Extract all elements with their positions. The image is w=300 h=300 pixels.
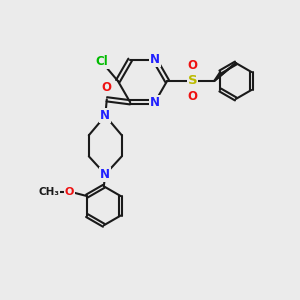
Text: O: O (188, 90, 198, 103)
Text: O: O (188, 59, 198, 72)
Text: S: S (188, 74, 197, 88)
Text: N: N (100, 109, 110, 122)
Text: Cl: Cl (95, 55, 108, 68)
Text: N: N (150, 53, 160, 66)
Text: O: O (65, 187, 74, 196)
Text: O: O (101, 81, 111, 94)
Text: N: N (100, 168, 110, 181)
Text: CH₃: CH₃ (38, 187, 59, 196)
Text: N: N (150, 96, 160, 109)
